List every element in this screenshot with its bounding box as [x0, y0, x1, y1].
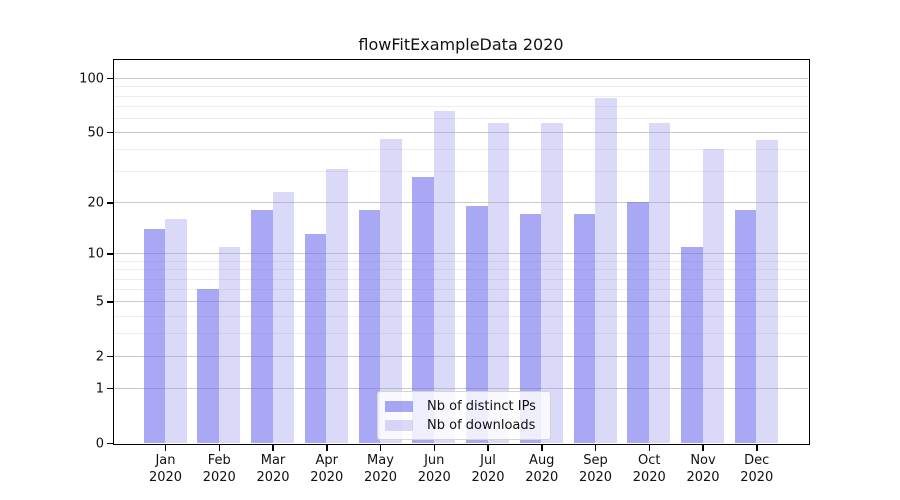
- y-tick-label: 2: [95, 349, 104, 365]
- x-tick-label: Nov 2020: [686, 453, 720, 485]
- gridline-minor: [114, 86, 808, 88]
- legend-item-distinct-ips: Nb of distinct IPs: [385, 398, 536, 414]
- x-tick-mark: [648, 445, 650, 451]
- legend-swatch-distinct-ips: [385, 400, 413, 412]
- bar-downloads-aug: [541, 123, 563, 443]
- x-tick-mark: [487, 445, 489, 451]
- x-tick-label: Jul 2020: [471, 453, 505, 485]
- y-tick-mark: [107, 253, 113, 255]
- x-tick-mark: [756, 445, 758, 451]
- x-tick-mark: [218, 445, 220, 451]
- bar-distinct-ips-dec: [734, 210, 757, 443]
- legend-swatch-downloads: [385, 419, 413, 431]
- plot-inner: [114, 60, 808, 443]
- x-tick-mark: [326, 445, 328, 451]
- legend-item-downloads: Nb of downloads: [385, 417, 536, 433]
- x-tick-mark: [702, 445, 704, 451]
- gridline-minor: [114, 289, 808, 291]
- bar-downloads-dec: [756, 140, 778, 443]
- gridline-major: [114, 301, 808, 303]
- bar-downloads-may: [380, 138, 402, 443]
- x-tick-label: Jun 2020: [417, 453, 451, 485]
- bar-downloads-jul: [487, 123, 509, 443]
- gridline-minor: [114, 278, 808, 280]
- bar-distinct-ips-jul: [466, 206, 488, 443]
- bar-distinct-ips-oct: [627, 202, 649, 443]
- gridline-minor: [114, 105, 808, 107]
- y-tick-mark: [107, 442, 113, 445]
- bar-distinct-ips-feb: [197, 289, 219, 443]
- y-tick-label: 5: [95, 294, 104, 310]
- x-tick-label: Apr 2020: [310, 453, 344, 485]
- legend-label-downloads: Nb of downloads: [427, 417, 536, 433]
- x-tick-mark: [433, 445, 435, 451]
- y-tick-mark: [107, 387, 113, 390]
- x-tick-label: Feb 2020: [202, 453, 236, 485]
- x-tick-label: Sep 2020: [578, 453, 613, 485]
- bar-distinct-ips-nov: [681, 246, 703, 443]
- x-tick-label: May 2020: [363, 453, 398, 485]
- bar-downloads-feb: [218, 246, 241, 443]
- x-tick-label: Dec 2020: [740, 453, 774, 485]
- gridline-major: [114, 356, 808, 358]
- x-tick-mark: [164, 445, 167, 451]
- y-tick-mark: [107, 301, 113, 303]
- gridline-major: [114, 202, 808, 204]
- bar-distinct-ips-mar: [251, 210, 273, 443]
- gridline-major: [114, 78, 808, 80]
- y-tick-label: 1: [95, 381, 104, 397]
- bar-distinct-ips-jan: [143, 228, 165, 443]
- bar-downloads-apr: [326, 169, 348, 443]
- gridline-minor: [114, 260, 808, 262]
- y-tick-mark: [107, 77, 113, 80]
- x-tick-label: Oct 2020: [632, 453, 666, 485]
- legend: Nb of distinct IPs Nb of downloads: [377, 391, 551, 440]
- bar-downloads-mar: [272, 191, 294, 443]
- x-tick-mark: [541, 445, 543, 451]
- y-tick-label: 10: [87, 246, 104, 262]
- chart-title: flowFitExampleData 2020: [358, 35, 564, 54]
- gridline-minor: [114, 171, 808, 173]
- bar-distinct-ips-jun: [412, 176, 434, 443]
- legend-label-distinct-ips: Nb of distinct IPs: [427, 398, 536, 414]
- gridline-minor: [114, 149, 808, 151]
- gridline-minor: [114, 333, 808, 335]
- x-tick-mark: [594, 445, 597, 451]
- x-tick-mark: [379, 445, 382, 451]
- bar-downloads-sep: [595, 97, 617, 443]
- bar-downloads-oct: [648, 123, 671, 443]
- y-tick-mark: [107, 355, 113, 358]
- gridline-minor: [114, 269, 808, 271]
- bar-downloads-jun: [433, 110, 456, 443]
- x-tick-label: Jan 2020: [148, 453, 183, 485]
- x-tick-mark: [272, 445, 274, 451]
- y-tick-label: 50: [87, 125, 104, 141]
- gridline-minor: [114, 95, 808, 97]
- x-tick-label: Aug 2020: [525, 453, 559, 485]
- gridline-minor: [114, 315, 808, 317]
- y-tick-mark: [107, 202, 113, 204]
- bar-downloads-jan: [165, 219, 187, 443]
- bar-downloads-nov: [702, 149, 724, 443]
- x-tick-label: Mar 2020: [256, 453, 290, 485]
- plot-area: [113, 59, 810, 445]
- bar-distinct-ips-aug: [519, 214, 542, 443]
- bar-distinct-ips-may: [358, 210, 380, 443]
- gridline-minor: [114, 117, 808, 119]
- y-tick-label: 0: [95, 436, 104, 451]
- bar-distinct-ips-sep: [573, 214, 595, 443]
- y-tick-label: 20: [87, 195, 104, 211]
- gridline-major: [114, 388, 808, 390]
- gridline-major: [114, 132, 808, 134]
- gridline-major: [114, 253, 808, 255]
- y-tick-mark: [107, 131, 113, 134]
- y-tick-label: 100: [79, 71, 104, 87]
- bar-distinct-ips-apr: [304, 234, 327, 443]
